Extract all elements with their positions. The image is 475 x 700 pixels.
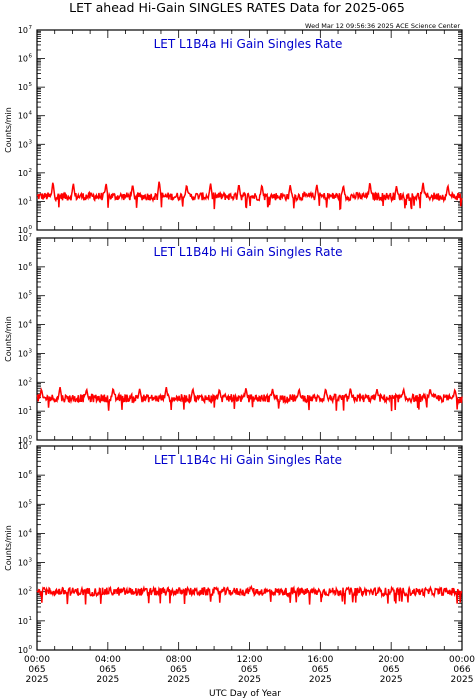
x-tick-time: 20:00 [378,655,404,665]
y-tick-label: 10 [18,197,28,206]
y-tick-exponent: 6 [29,262,33,268]
figure-title: LET ahead Hi-Gain SINGLES RATES Data for… [69,0,405,15]
y-tick-exponent: 7 [29,233,33,239]
y-tick-exponent: 1 [29,196,33,202]
y-tick-exponent: 5 [29,291,33,297]
y-tick-label: 10 [18,26,28,35]
x-tick-time: 12:00 [237,655,263,665]
y-tick-exponent: 0 [29,435,33,441]
y-tick-label: 10 [18,646,28,655]
y-tick-label: 10 [18,378,28,387]
y-tick-label: 10 [18,112,28,121]
y-tick-label: 10 [18,349,28,358]
y-tick-exponent: 4 [29,320,33,326]
y-tick-exponent: 0 [29,645,33,651]
y-tick-label: 10 [18,226,28,235]
x-tick-time: 08:00 [166,655,192,665]
y-tick-label: 10 [18,617,28,626]
y-tick-exponent: 1 [29,616,33,622]
y-tick-label: 10 [18,529,28,538]
y-tick-exponent: 3 [29,348,33,354]
timestamp: Wed Mar 12 09:56:36 2025 ACE Science Cen… [305,22,460,30]
y-axis-label: Counts/min [4,107,13,153]
x-tick-day: 066 [453,665,470,675]
y-tick-exponent: 6 [29,54,33,60]
y-axis-label: Counts/min [4,316,13,362]
x-tick-day: 065 [241,665,258,675]
rate-series-line [36,386,463,412]
y-tick-label: 10 [18,83,28,92]
x-tick-time: 00:00 [449,655,475,665]
panel-title: LET L1B4c Hi Gain Singles Rate [154,453,342,467]
x-tick-day: 065 [99,665,116,675]
y-tick-label: 10 [18,500,28,509]
x-tick-year: 2025 [238,675,261,685]
y-tick-label: 10 [18,169,28,178]
y-tick-label: 10 [18,471,28,480]
y-tick-exponent: 3 [29,558,33,564]
y-tick-exponent: 7 [29,441,33,447]
rate-series-line [36,181,463,211]
x-tick-day: 065 [312,665,329,675]
y-tick-exponent: 5 [29,82,33,88]
rate-series-line [36,584,463,605]
y-tick-label: 10 [18,140,28,149]
y-tick-exponent: 6 [29,470,33,476]
x-tick-year: 2025 [380,675,403,685]
y-tick-label: 10 [18,234,28,243]
y-tick-exponent: 4 [29,111,33,117]
y-tick-exponent: 1 [29,406,33,412]
y-tick-exponent: 0 [29,225,33,231]
y-tick-label: 10 [18,321,28,330]
y-tick-exponent: 4 [29,528,33,534]
x-tick-time: 16:00 [307,655,333,665]
y-tick-exponent: 2 [29,587,33,593]
y-tick-exponent: 2 [29,168,33,174]
y-tick-label: 10 [18,407,28,416]
y-tick-exponent: 3 [29,139,33,145]
y-tick-label: 10 [18,559,28,568]
x-tick-year: 2025 [167,675,190,685]
x-tick-year: 2025 [96,675,119,685]
y-tick-label: 10 [18,436,28,445]
x-axis-label: UTC Day of Year [209,689,281,699]
y-tick-label: 10 [18,292,28,301]
panel-title: LET L1B4a Hi Gain Singles Rate [154,37,343,51]
y-axis-label: Counts/min [4,525,13,571]
x-axis-labels: 00:00065202504:00065202508:00065202512:0… [24,655,475,685]
y-tick-exponent: 7 [29,25,33,31]
x-tick-year: 2025 [309,675,332,685]
x-tick-day: 065 [170,665,187,675]
plot-frame [36,237,463,441]
x-tick-day: 065 [28,665,45,675]
y-tick-label: 10 [18,55,28,64]
y-tick-label: 10 [18,263,28,272]
panel-title: LET L1B4b Hi Gain Singles Rate [153,245,342,259]
x-tick-time: 04:00 [95,655,121,665]
x-tick-year: 2025 [451,675,474,685]
plot-frame [36,445,463,651]
y-tick-exponent: 5 [29,499,33,505]
x-tick-day: 065 [383,665,400,675]
x-tick-year: 2025 [26,675,49,685]
y-tick-exponent: 2 [29,377,33,383]
y-tick-label: 10 [18,442,28,451]
y-tick-label: 10 [18,588,28,597]
x-tick-time: 00:00 [24,655,50,665]
